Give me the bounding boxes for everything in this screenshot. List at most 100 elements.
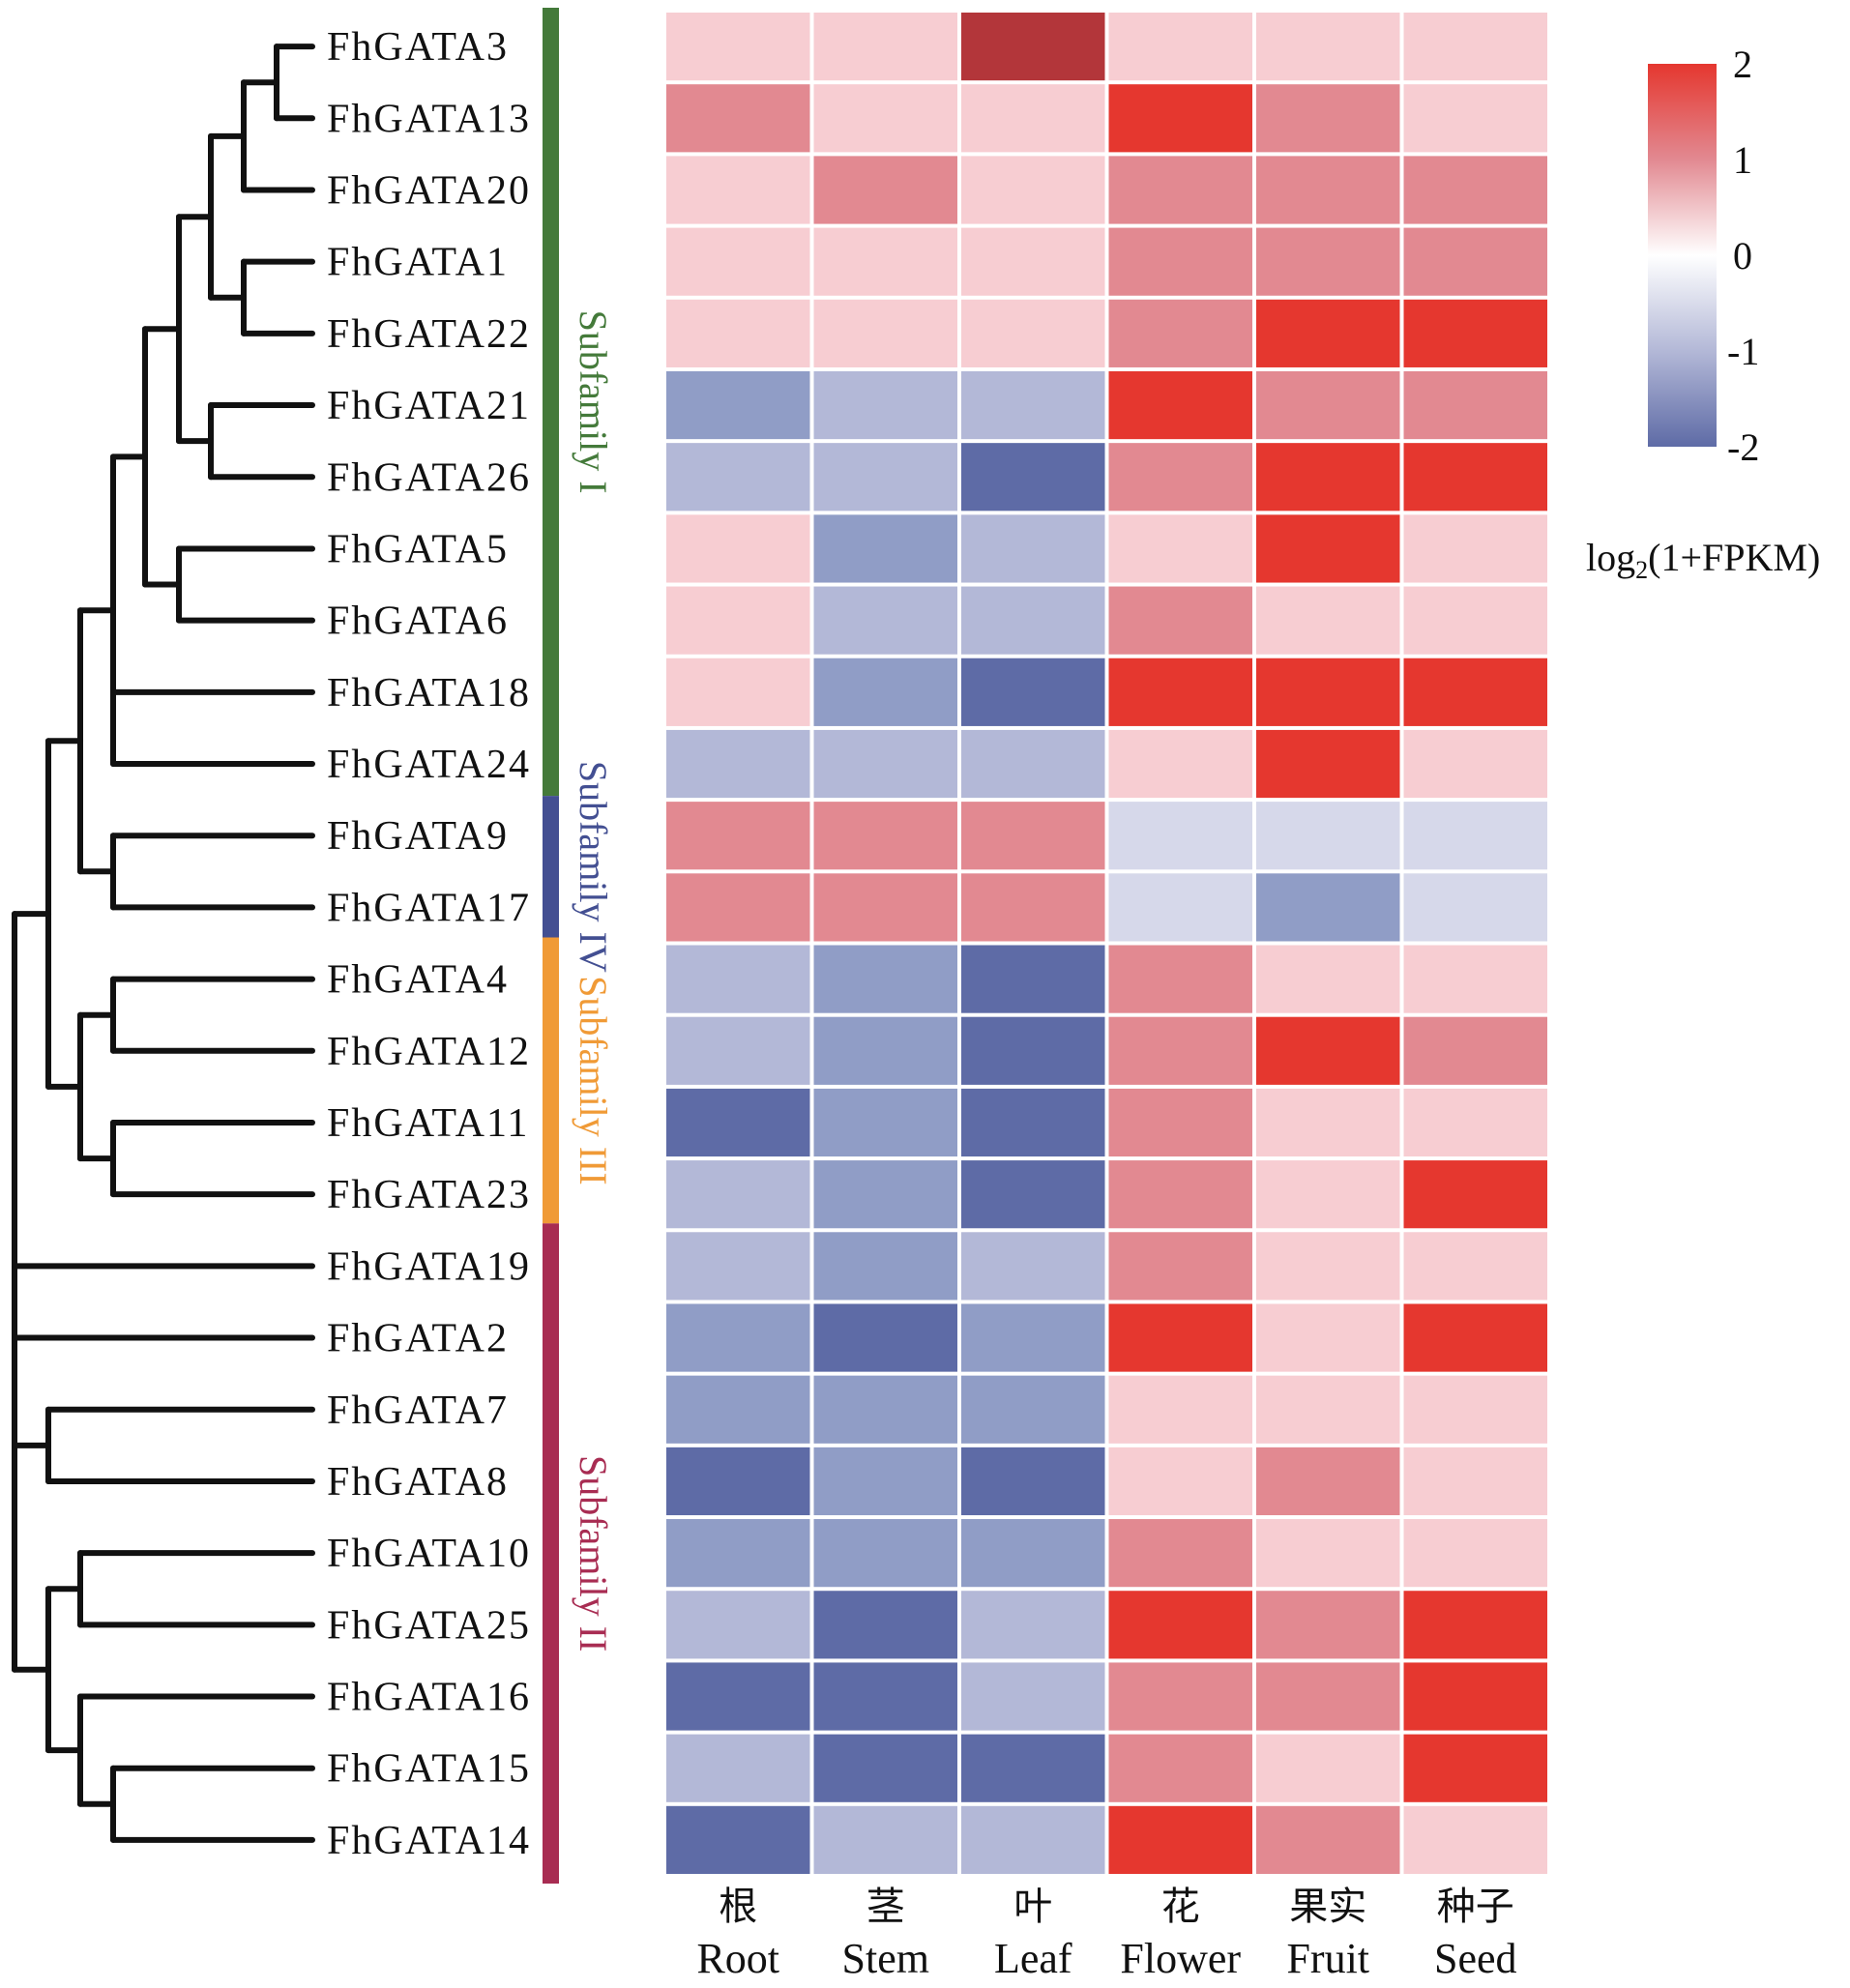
heatmap-cell-FhGATA3-stem	[813, 13, 957, 81]
colorbar-tick-0: 0	[1733, 234, 1752, 278]
heatmap-cell-FhGATA9-flower	[1108, 802, 1252, 870]
heatmap-cell-FhGATA14-stem	[813, 1805, 957, 1874]
heatmap-cell-FhGATA20-root	[666, 156, 810, 224]
heatmap-cell-FhGATA7-seed	[1403, 1375, 1547, 1444]
column-label-root: Root	[696, 1935, 779, 1982]
heatmap-cell-FhGATA7-fruit	[1256, 1375, 1400, 1444]
heatmap-cell-FhGATA15-seed	[1403, 1734, 1547, 1802]
heatmap-cell-FhGATA4-root	[666, 945, 810, 1013]
heatmap-cell-FhGATA17-seed	[1403, 873, 1547, 942]
heatmap-cell-FhGATA1-seed	[1403, 227, 1547, 296]
heatmap-cell-FhGATA7-leaf	[961, 1375, 1105, 1444]
heatmap-cell-FhGATA10-flower	[1108, 1519, 1252, 1588]
heatmap-cell-FhGATA8-fruit	[1256, 1447, 1400, 1516]
column-label-stem: Stem	[842, 1935, 929, 1982]
heatmap-cell-FhGATA2-stem	[813, 1303, 957, 1372]
heatmap-cell-FhGATA2-flower	[1108, 1303, 1252, 1372]
heatmap-cell-FhGATA20-fruit	[1256, 156, 1400, 224]
column-label-zh-root: 根	[719, 1885, 757, 1929]
heatmap-cell-FhGATA8-root	[666, 1447, 810, 1516]
heatmap-cell-FhGATA3-flower	[1108, 13, 1252, 81]
heatmap-cell-FhGATA14-fruit	[1256, 1805, 1400, 1874]
heatmap-cell-FhGATA26-stem	[813, 443, 957, 512]
heatmap-cell-FhGATA21-leaf	[961, 370, 1105, 440]
heatmap-cell-FhGATA21-stem	[813, 370, 957, 440]
heatmap-cell-FhGATA3-root	[666, 13, 810, 81]
heatmap-cell-FhGATA11-root	[666, 1088, 810, 1157]
heatmap-cell-FhGATA23-stem	[813, 1160, 957, 1229]
heatmap-cell-FhGATA4-stem	[813, 945, 957, 1013]
heatmap-cell-FhGATA24-stem	[813, 729, 957, 799]
heatmap-cell-FhGATA14-seed	[1403, 1805, 1547, 1874]
heatmap-cell-FhGATA4-seed	[1403, 945, 1547, 1013]
heatmap-cell-FhGATA19-fruit	[1256, 1232, 1400, 1301]
column-label-zh-fruit: 果实	[1289, 1885, 1366, 1929]
heatmap-cell-FhGATA9-fruit	[1256, 802, 1400, 870]
colorbar-title-subscript: 2	[1635, 556, 1648, 584]
heatmap-cell-FhGATA1-root	[666, 227, 810, 296]
colorbar-title: log2(1+FPKM)	[1586, 536, 1820, 584]
heatmap-cell-FhGATA18-fruit	[1256, 658, 1400, 726]
heatmap-cell-FhGATA25-leaf	[961, 1591, 1105, 1659]
gene-label-FhGATA16: FhGATA16	[327, 1676, 531, 1720]
heatmap-cell-FhGATA4-fruit	[1256, 945, 1400, 1013]
heatmap-cell-FhGATA19-root	[666, 1232, 810, 1301]
heatmap-cell-FhGATA1-flower	[1108, 227, 1252, 296]
heatmap-cell-FhGATA20-stem	[813, 156, 957, 224]
heatmap-cell-FhGATA11-stem	[813, 1088, 957, 1157]
column-label-flower: Flower	[1120, 1935, 1241, 1982]
heatmap-cell-FhGATA26-fruit	[1256, 443, 1400, 512]
heatmap-cell-FhGATA11-leaf	[961, 1088, 1105, 1157]
heatmap-cell-FhGATA7-stem	[813, 1375, 957, 1444]
heatmap-cell-FhGATA18-stem	[813, 658, 957, 726]
heatmap-cell-FhGATA25-stem	[813, 1591, 957, 1659]
heatmap-cell-FhGATA12-flower	[1108, 1016, 1252, 1085]
heatmap-cell-FhGATA1-fruit	[1256, 227, 1400, 296]
heatmap-cell-FhGATA12-root	[666, 1016, 810, 1085]
heatmap-cell-FhGATA6-leaf	[961, 586, 1105, 655]
subfamily-bar-subfamily-ii	[543, 1223, 559, 1884]
heatmap-cell-FhGATA2-seed	[1403, 1303, 1547, 1372]
heatmap-cell-FhGATA16-fruit	[1256, 1662, 1400, 1731]
heatmap-cell-FhGATA17-stem	[813, 873, 957, 942]
heatmap-cell-FhGATA26-seed	[1403, 443, 1547, 512]
heatmap-cell-FhGATA20-flower	[1108, 156, 1252, 224]
gene-label-FhGATA3: FhGATA3	[327, 25, 509, 70]
gene-label-FhGATA13: FhGATA13	[327, 97, 531, 141]
heatmap-cell-FhGATA15-root	[666, 1734, 810, 1802]
gene-label-FhGATA20: FhGATA20	[327, 168, 531, 213]
heatmap-cell-FhGATA10-fruit	[1256, 1519, 1400, 1588]
heatmap-cell-FhGATA2-root	[666, 1303, 810, 1372]
heatmap-cell-FhGATA6-seed	[1403, 586, 1547, 655]
heatmap-cell-FhGATA14-leaf	[961, 1805, 1105, 1874]
gene-label-FhGATA9: FhGATA9	[327, 814, 509, 859]
heatmap-cell-FhGATA17-leaf	[961, 873, 1105, 942]
heatmap-cell-FhGATA25-flower	[1108, 1591, 1252, 1659]
gene-label-FhGATA25: FhGATA25	[327, 1603, 531, 1648]
gene-label-FhGATA15: FhGATA15	[327, 1747, 531, 1792]
heatmap-cell-FhGATA3-fruit	[1256, 13, 1400, 81]
gene-label-FhGATA19: FhGATA19	[327, 1244, 531, 1289]
gene-label-FhGATA22: FhGATA22	[327, 312, 531, 357]
colorbar-tick-2: 2	[1733, 43, 1752, 86]
heatmap-cell-FhGATA23-leaf	[961, 1160, 1105, 1229]
subfamily-label-subfamily-iii: Subfamily III	[572, 976, 615, 1185]
gene-label-FhGATA6: FhGATA6	[327, 599, 509, 644]
heatmap-cells	[666, 13, 1547, 1874]
heatmap-cell-FhGATA2-leaf	[961, 1303, 1105, 1372]
column-label-zh-seed: 种子	[1437, 1885, 1514, 1929]
subfamily-bar-subfamily-iii	[543, 937, 559, 1224]
colorbar-gradient	[1648, 64, 1717, 447]
subfamily-label-subfamily-ii: Subfamily II	[572, 1455, 615, 1652]
dendrogram	[12, 44, 315, 1843]
heatmap-cell-FhGATA13-flower	[1108, 84, 1252, 153]
heatmap-cell-FhGATA1-leaf	[961, 227, 1105, 296]
heatmap-cell-FhGATA9-root	[666, 802, 810, 870]
colorbar-tick--1: -1	[1727, 330, 1759, 373]
heatmap-cell-FhGATA13-stem	[813, 84, 957, 153]
gene-label-FhGATA10: FhGATA10	[327, 1532, 531, 1576]
subfamily-label-subfamily-i: Subfamily I	[572, 310, 615, 494]
heatmap-cell-FhGATA13-fruit	[1256, 84, 1400, 153]
heatmap-cell-FhGATA19-leaf	[961, 1232, 1105, 1301]
heatmap-cell-FhGATA3-leaf	[961, 13, 1105, 81]
